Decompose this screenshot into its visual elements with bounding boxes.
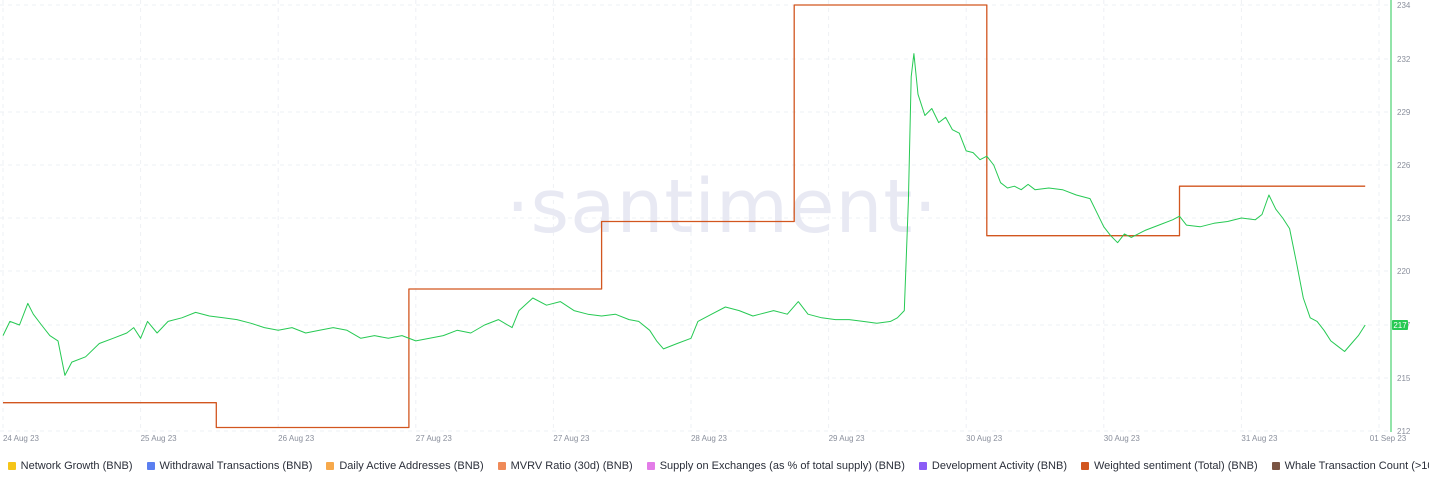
x-tick-label: 24 Aug 23 bbox=[3, 434, 40, 443]
legend-item[interactable]: Weighted sentiment (Total) (BNB) bbox=[1081, 460, 1258, 472]
x-tick-label: 30 Aug 23 bbox=[966, 434, 1003, 443]
y-tick-label: 226 bbox=[1397, 161, 1411, 170]
price-line bbox=[2, 53, 1366, 376]
x-tick-label: 30 Aug 23 bbox=[1104, 434, 1141, 443]
x-tick-label: 27 Aug 23 bbox=[553, 434, 590, 443]
legend-swatch bbox=[7, 462, 16, 470]
legend-swatch bbox=[1271, 462, 1280, 470]
y-tick-label: 220 bbox=[1397, 267, 1411, 276]
chart-grid bbox=[0, 0, 1391, 432]
y-tick-label: 229 bbox=[1397, 108, 1411, 117]
x-tick-label: 26 Aug 23 bbox=[278, 434, 315, 443]
legend-label: Daily Active Addresses (BNB) bbox=[339, 460, 484, 472]
current-price-badge: 217 bbox=[1392, 320, 1408, 330]
legend: )Network Growth (BNB)Withdrawal Transact… bbox=[0, 458, 1429, 474]
legend-label: Withdrawal Transactions (BNB) bbox=[159, 460, 313, 472]
legend-item[interactable]: MVRV Ratio (30d) (BNB) bbox=[497, 460, 633, 472]
legend-item[interactable]: Withdrawal Transactions (BNB) bbox=[146, 460, 313, 472]
legend-label: Whale Transaction Count (>100k US bbox=[1284, 460, 1429, 472]
current-price-badge-label: 217 bbox=[1393, 321, 1407, 330]
legend-item[interactable]: Daily Active Addresses (BNB) bbox=[326, 460, 484, 472]
series-layer bbox=[2, 4, 1366, 429]
x-axis: 24 Aug 23 25 Aug 23 26 Aug 23 27 Aug 23 27 A… bbox=[3, 434, 1407, 443]
x-tick-label: 31 Aug 23 bbox=[1241, 434, 1278, 443]
legend-swatch bbox=[918, 462, 927, 470]
legend-item[interactable]: Whale Transaction Count (>100k US bbox=[1271, 460, 1429, 472]
sentiment-step-line bbox=[3, 4, 1366, 429]
legend-item[interactable]: Supply on Exchanges (as % of total suppl… bbox=[646, 460, 905, 472]
x-tick-label: 29 Aug 23 bbox=[829, 434, 866, 443]
legend-swatch bbox=[646, 462, 655, 470]
x-tick-label: 28 Aug 23 bbox=[691, 434, 728, 443]
legend-item[interactable]: Development Activity (BNB) bbox=[918, 460, 1067, 472]
legend-swatch bbox=[497, 462, 506, 470]
legend-label: Development Activity (BNB) bbox=[931, 460, 1067, 472]
legend-item[interactable]: Network Growth (BNB) bbox=[7, 460, 133, 472]
legend-label: Weighted sentiment (Total) (BNB) bbox=[1094, 460, 1258, 472]
legend-swatch bbox=[1081, 462, 1089, 470]
chart-canvas: ·santiment· 24 Aug 23 25 Aug 23 26 Aug 23 2… bbox=[0, 0, 1411, 443]
y-tick-label: 232 bbox=[1397, 55, 1411, 64]
legend-swatch bbox=[146, 462, 155, 470]
y-tick-label: 212 bbox=[1397, 427, 1411, 436]
legend-label: Network Growth (BNB) bbox=[20, 460, 133, 472]
x-tick-label: 01 Sep 23 bbox=[1370, 434, 1407, 443]
x-tick-label: 27 Aug 23 bbox=[416, 434, 453, 443]
y-tick-label: 223 bbox=[1397, 214, 1411, 223]
y-tick-label: 234 bbox=[1397, 1, 1411, 10]
legend-swatch bbox=[326, 462, 335, 470]
santiment-watermark: ·santiment· bbox=[506, 164, 938, 250]
y-tick-label: 215 bbox=[1397, 374, 1411, 383]
y-axis: 234232229226223220217215212 bbox=[1397, 1, 1411, 436]
legend-label: MVRV Ratio (30d) (BNB) bbox=[510, 460, 633, 472]
current-price-badge-bg bbox=[1392, 320, 1408, 330]
legend-label: Supply on Exchanges (as % of total suppl… bbox=[659, 460, 905, 472]
x-tick-label: 25 Aug 23 bbox=[141, 434, 178, 443]
